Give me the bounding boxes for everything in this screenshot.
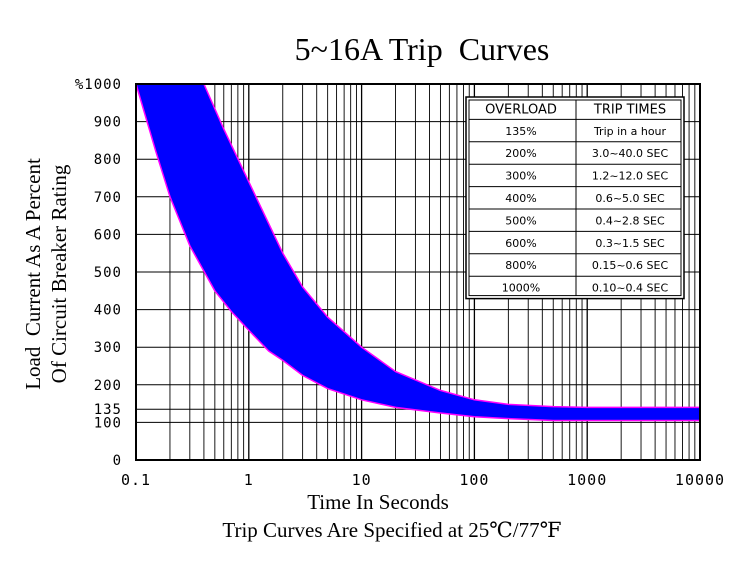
table-cell-trip-time: 0.4~2.8 SEC xyxy=(595,214,665,227)
y-axis-label-line1: Load Current As A Percent xyxy=(21,158,45,390)
x-tick-label: 10 xyxy=(352,471,372,489)
x-axis-label: Time In Seconds xyxy=(307,490,449,514)
x-tick-label: 10000 xyxy=(675,471,725,489)
y-tick-label: 700 xyxy=(94,190,122,206)
y-tick-label: 800 xyxy=(94,152,122,168)
y-tick-label: %1000 xyxy=(75,77,122,93)
table-cell-overload: 1000% xyxy=(502,282,540,295)
y-tick-label: 400 xyxy=(94,303,122,319)
table-cell-trip-time: 0.6~5.0 SEC xyxy=(595,192,665,205)
x-tick-label: 1 xyxy=(244,471,254,489)
y-tick-label: 600 xyxy=(94,227,122,243)
y-tick-label: 500 xyxy=(94,265,122,281)
y-axis-label-line2: Of Circuit Breaker Rating xyxy=(47,164,71,383)
y-tick-label: 0 xyxy=(113,453,122,469)
table-cell-overload: 800% xyxy=(505,259,536,272)
plot-frame xyxy=(135,83,701,461)
table-cell-overload: 300% xyxy=(505,170,536,183)
table-cell-trip-time: 1.2~12.0 SEC xyxy=(592,170,669,183)
footnote: Trip Curves Are Specified at 25℃/77℉ xyxy=(222,518,561,542)
x-tick-label: 100 xyxy=(459,471,489,489)
table-cell-overload: 200% xyxy=(505,147,536,160)
trip-times-table: OVERLOAD TRIP TIMES 135% Trip in a hour 200%… xyxy=(465,96,685,300)
y-tick-label: 300 xyxy=(94,340,122,356)
table-header-overload: OVERLOAD xyxy=(485,102,557,117)
table-cell-trip-time: 0.10~0.4 SEC xyxy=(592,282,669,295)
table-cell-overload: 600% xyxy=(505,237,536,250)
y-tick-label: 200 xyxy=(94,378,122,394)
y-tick-label: 135 xyxy=(94,402,122,418)
x-tick-label: 0.1 xyxy=(121,471,151,489)
table-frame xyxy=(465,96,685,300)
table-header-trip-times: TRIP TIMES xyxy=(593,102,666,117)
x-tick-labels: 0.1 1 10 100 1000 10000 xyxy=(121,471,725,489)
table-cell-trip-time: 3.0~40.0 SEC xyxy=(592,147,669,160)
table-cell-overload: 135% xyxy=(505,125,536,138)
table-cell-overload: 400% xyxy=(505,192,536,205)
table-cell-overload: 500% xyxy=(505,214,536,227)
trip-band-area xyxy=(134,83,701,422)
trip-band xyxy=(134,83,701,422)
table-cell-trip-time: 0.15~0.6 SEC xyxy=(592,259,669,272)
table-inner-frame xyxy=(468,99,682,297)
y-tick-label: 900 xyxy=(94,115,122,131)
chart-title: 5~16A Trip Curves xyxy=(295,31,550,67)
y-tick-label: 100 xyxy=(94,415,122,431)
table-cell-trip-time: Trip in a hour xyxy=(593,125,667,138)
x-tick-label: 1000 xyxy=(567,471,607,489)
table-cell-trip-time: 0.3~1.5 SEC xyxy=(595,237,665,250)
